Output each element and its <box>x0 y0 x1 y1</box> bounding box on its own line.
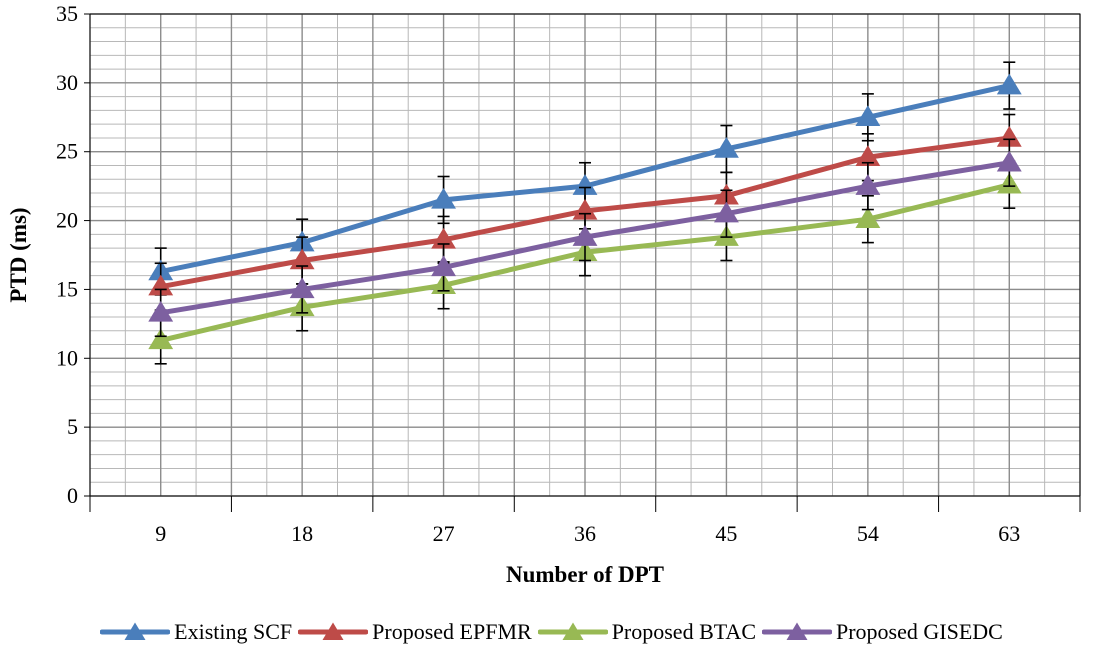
x-axis-title: Number of DPT <box>506 562 664 587</box>
data-point-triangle <box>572 225 598 246</box>
data-point-triangle <box>996 73 1022 95</box>
y-tick-label: 0 <box>67 483 78 508</box>
y-tick-label: 5 <box>67 414 78 439</box>
y-tick-label: 35 <box>56 1 78 26</box>
y-tick-label: 15 <box>56 276 78 301</box>
y-tick-label: 20 <box>56 208 78 233</box>
legend-label: Proposed EPFMR <box>372 619 532 644</box>
legend-marker <box>562 622 584 640</box>
x-tick-label: 18 <box>291 521 313 546</box>
x-tick-label: 45 <box>715 521 737 546</box>
y-axis: 0 5 10 15 20 25 30 35 <box>56 1 90 508</box>
chart-legend: Existing SCF Proposed EPFMR Proposed BTAC P… <box>0 619 1105 645</box>
y-tick-label: 10 <box>56 345 78 370</box>
legend-marker <box>124 622 146 640</box>
x-tick-label: 27 <box>433 521 455 546</box>
legend-item: Existing SCF <box>100 619 292 645</box>
legend-item: Proposed EPFMR <box>298 619 532 645</box>
data-point-triangle <box>431 187 457 209</box>
line-chart: 9 18 27 36 45 54 63 0 5 10 15 20 25 30 35 Number of D… <box>6 1 1081 587</box>
plot-area <box>89 13 1081 497</box>
legend-swatch <box>298 622 369 640</box>
x-axis: 9 18 27 36 45 54 63 <box>89 496 1081 546</box>
data-point-triangle <box>996 150 1022 172</box>
x-tick-label: 36 <box>574 521 596 546</box>
legend-swatch <box>100 622 171 640</box>
data-point-triangle <box>148 300 174 322</box>
legend-label: Proposed GISEDC <box>836 619 1003 644</box>
legend-swatch <box>537 622 608 640</box>
data-point-triangle <box>713 201 739 223</box>
data-point-triangle <box>289 277 315 299</box>
x-tick-label: 63 <box>998 521 1020 546</box>
legend-item: Proposed BTAC <box>537 619 756 645</box>
data-point-triangle <box>431 255 457 277</box>
legend-marker <box>322 622 344 640</box>
data-point-triangle <box>713 136 739 158</box>
x-tick-label: 9 <box>155 521 166 546</box>
series-proposed-gisedc <box>148 138 1022 338</box>
legend-label: Existing SCF <box>174 619 293 644</box>
legend-label: Proposed BTAC <box>611 619 756 644</box>
series-layer <box>148 61 1022 365</box>
legend-marker <box>786 622 808 640</box>
y-axis-title: PTD (ms) <box>6 207 31 302</box>
y-tick-label: 25 <box>56 139 78 164</box>
legend-swatch <box>762 622 832 640</box>
data-point-triangle <box>855 105 881 127</box>
legend-item: Proposed GISEDC <box>762 619 1003 645</box>
data-point-triangle <box>148 328 174 350</box>
data-point-triangle <box>855 207 881 228</box>
x-tick-label: 54 <box>857 521 879 546</box>
data-point-triangle <box>855 174 881 195</box>
y-tick-label: 30 <box>56 70 78 95</box>
